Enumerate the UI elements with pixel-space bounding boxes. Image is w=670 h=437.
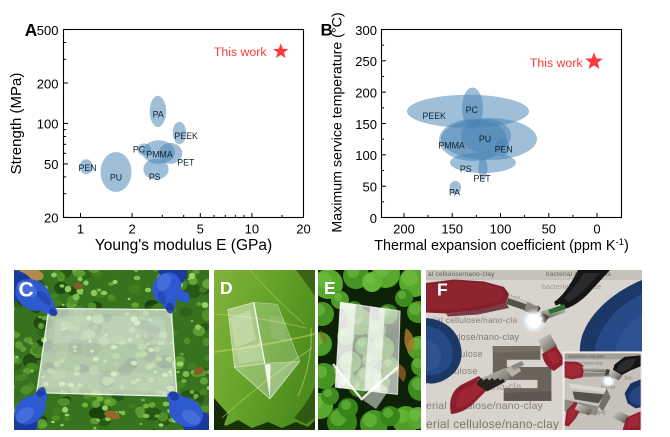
svg-text:erial cellulose/nano-clay: erial cellulose/nano-clay [426,400,544,412]
svg-text:This work: This work [530,56,583,70]
svg-text:100: 100 [355,148,377,163]
svg-text:PA: PA [449,188,460,198]
svg-text:PMMA: PMMA [438,140,465,150]
svg-text:This work: This work [214,45,267,59]
svg-text:PEEK: PEEK [174,131,198,141]
svg-text:al cellulose/nano-clay: al cellulose/nano-clay [428,271,495,278]
svg-text:0: 0 [593,221,600,236]
svg-text:PEEK: PEEK [422,111,446,121]
svg-text:100: 100 [490,221,512,236]
svg-text:ano-c: ano-c [591,410,606,416]
svg-text:Thermal expansion coefficient: Thermal expansion coefficient (ppm K-1) [374,237,629,254]
svg-text:50: 50 [363,180,377,195]
svg-text:200: 200 [355,86,377,101]
svg-text:250: 250 [355,54,377,69]
svg-text:PS: PS [149,172,161,182]
svg-text:Strength (MPa): Strength (MPa) [8,73,25,175]
svg-text:500: 500 [37,23,59,38]
svg-text:B: B [321,21,333,40]
svg-text:ulose/nano-clay bact: ulose/nano-clay bact [568,353,606,358]
svg-text:Young's modulus E (GPa): Young's modulus E (GPa) [95,237,272,254]
svg-text:PS: PS [460,164,472,174]
svg-text:150: 150 [441,221,463,236]
svg-text:C: C [19,279,34,302]
svg-text:A: A [25,20,38,40]
svg-text:cellulose: cellulose [446,349,483,359]
svg-text:PC: PC [133,144,146,154]
svg-text:PU: PU [110,173,122,183]
svg-text:0: 0 [370,211,377,226]
svg-text:50: 50 [542,221,556,236]
svg-text:l cellulose/nano-clay: l cellulose/nano-clay [434,332,520,342]
svg-text:20: 20 [44,211,58,226]
svg-text:5: 5 [197,221,204,236]
svg-text:PEN: PEN [495,144,513,154]
svg-text:ulose: ulose [454,366,478,377]
svg-text:200: 200 [37,76,59,91]
svg-text:200: 200 [393,221,415,236]
svg-text:300: 300 [355,23,377,38]
svg-text:PMMA: PMMA [146,150,173,160]
svg-text:PET: PET [474,173,492,183]
svg-text:E: E [324,278,336,298]
svg-text:PET: PET [177,158,195,168]
svg-text:20: 20 [296,221,310,236]
svg-text:PU: PU [479,134,491,144]
svg-text:PC: PC [466,105,479,115]
svg-text:erial cellulose/nano-cla: erial cellulose/nano-cla [426,315,517,325]
svg-text:1: 1 [77,221,84,236]
svg-text:erial cellulose/nano-clay: erial cellulose/nano-clay [426,417,559,430]
svg-text:lulose/nano-clay: lulose/nano-clay [571,360,604,365]
svg-text:PEN: PEN [79,163,97,173]
svg-text:100: 100 [37,117,59,132]
svg-text:2: 2 [128,221,135,236]
svg-text:Maximum service temperature (°: Maximum service temperature (°C) [330,12,346,232]
svg-text:150: 150 [355,117,377,132]
svg-text:10: 10 [245,221,259,236]
svg-text:PA: PA [153,110,164,120]
svg-text:D: D [220,278,233,298]
svg-text:50: 50 [44,157,58,172]
svg-text:bac: bac [625,375,634,381]
svg-text:F: F [437,280,448,300]
